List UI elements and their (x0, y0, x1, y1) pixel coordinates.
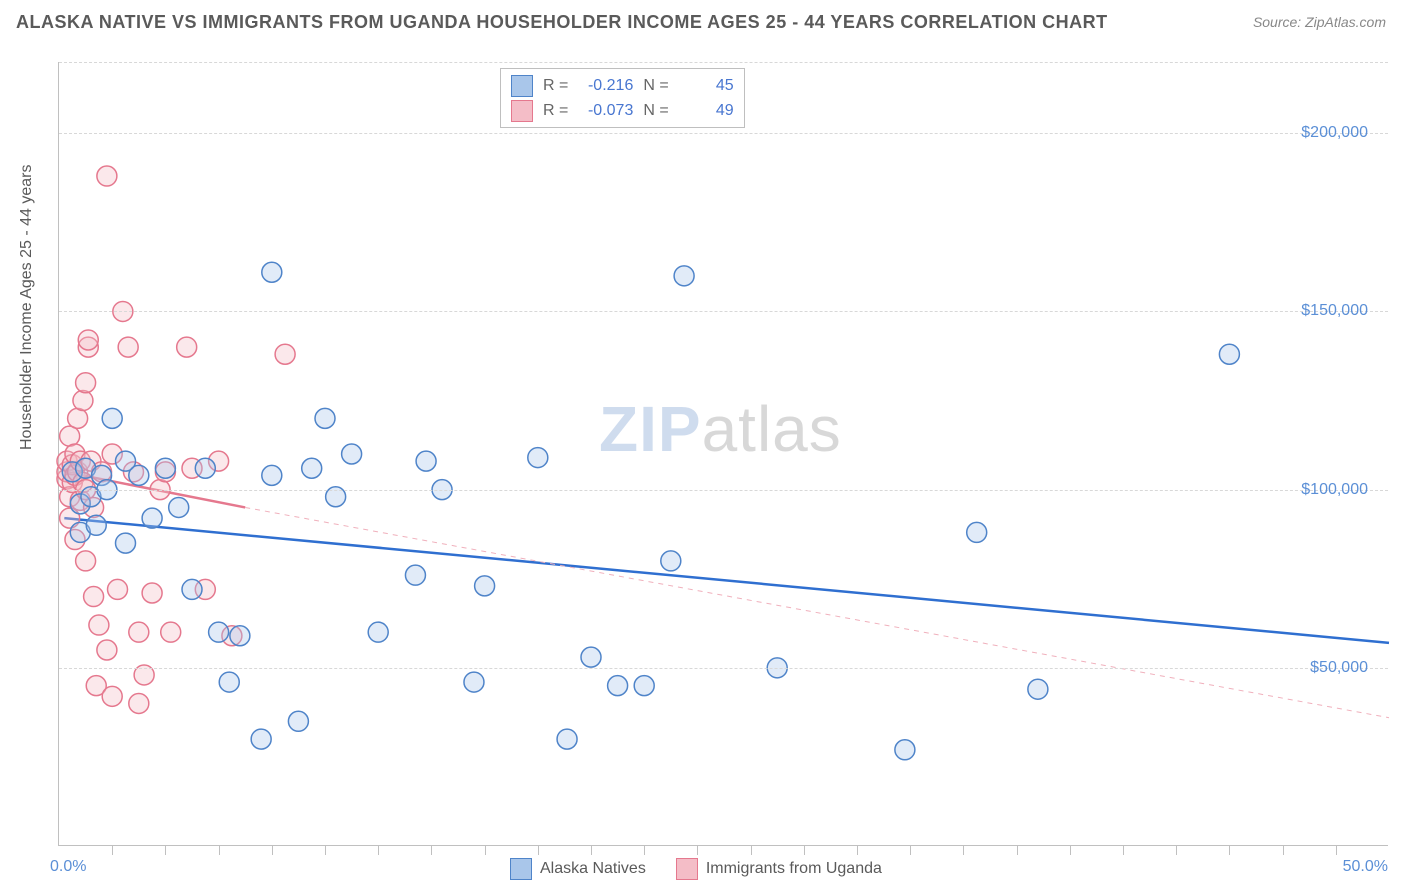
data-point (251, 729, 271, 749)
data-point (182, 579, 202, 599)
x-tick-label: 50.0% (1343, 858, 1388, 876)
data-point (195, 458, 215, 478)
data-point (1028, 679, 1048, 699)
data-point (129, 693, 149, 713)
data-point (464, 672, 484, 692)
data-point (275, 344, 295, 364)
legend-r-value: -0.216 (578, 77, 633, 95)
legend-swatch (510, 858, 532, 880)
data-point (557, 729, 577, 749)
data-point (155, 458, 175, 478)
data-point (230, 626, 250, 646)
data-point (76, 551, 96, 571)
data-point (1219, 344, 1239, 364)
data-point (219, 672, 239, 692)
data-point (60, 426, 80, 446)
data-point (967, 522, 987, 542)
legend-row: R = -0.073 N = 49 (511, 98, 734, 123)
legend-swatch (511, 75, 533, 97)
legend-r-label: R = (543, 102, 568, 120)
data-point (895, 740, 915, 760)
legend-n-label: N = (643, 102, 668, 120)
data-point (129, 622, 149, 642)
data-point (608, 676, 628, 696)
data-point (97, 640, 117, 660)
data-point (368, 622, 388, 642)
data-point (634, 676, 654, 696)
data-point (102, 686, 122, 706)
data-point (142, 583, 162, 603)
source-attribution: Source: ZipAtlas.com (1253, 14, 1386, 30)
legend-label: Immigrants from Uganda (706, 860, 882, 878)
data-point (528, 448, 548, 468)
y-tick-label: $150,000 (1301, 302, 1368, 320)
data-point (129, 465, 149, 485)
data-point (342, 444, 362, 464)
data-point (581, 647, 601, 667)
data-point (86, 515, 106, 535)
data-point (118, 337, 138, 357)
y-tick-label: $200,000 (1301, 124, 1368, 142)
legend-item: Alaska Natives (510, 858, 646, 880)
data-point (405, 565, 425, 585)
legend-label: Alaska Natives (540, 860, 646, 878)
y-axis-label: Householder Income Ages 25 - 44 years (18, 165, 36, 451)
legend-swatch (676, 858, 698, 880)
data-point (102, 408, 122, 428)
legend-n-label: N = (643, 77, 668, 95)
data-point (416, 451, 436, 471)
y-tick-label: $50,000 (1310, 659, 1368, 677)
y-tick-label: $100,000 (1301, 481, 1368, 499)
data-point (262, 465, 282, 485)
legend-n-value: 45 (679, 77, 734, 95)
x-tick-label: 0.0% (50, 858, 86, 876)
data-point (142, 508, 162, 528)
chart-title: ALASKA NATIVE VS IMMIGRANTS FROM UGANDA … (16, 12, 1108, 33)
data-point (209, 622, 229, 642)
legend-item: Immigrants from Uganda (676, 858, 882, 880)
data-point (169, 497, 189, 517)
data-point (302, 458, 322, 478)
data-point (262, 262, 282, 282)
data-point (89, 615, 109, 635)
legend-r-value: -0.073 (578, 102, 633, 120)
chart-svg (59, 62, 1388, 845)
data-point (68, 408, 88, 428)
data-point (315, 408, 335, 428)
legend-swatch (511, 100, 533, 122)
data-point (161, 622, 181, 642)
data-point (73, 391, 93, 411)
data-point (661, 551, 681, 571)
data-point (108, 579, 128, 599)
legend-n-value: 49 (679, 102, 734, 120)
data-point (674, 266, 694, 286)
legend-r-label: R = (543, 77, 568, 95)
legend-row: R = -0.216 N = 45 (511, 73, 734, 98)
legend-series: Alaska Natives Immigrants from Uganda (510, 858, 882, 880)
data-point (84, 587, 104, 607)
data-point (97, 166, 117, 186)
data-point (475, 576, 495, 596)
legend-correlation: R = -0.216 N = 45 R = -0.073 N = 49 (500, 68, 745, 128)
data-point (177, 337, 197, 357)
data-point (116, 533, 136, 553)
data-point (76, 373, 96, 393)
plot-area: ZIPatlas $50,000$100,000$150,000$200,000 (58, 62, 1388, 846)
data-point (288, 711, 308, 731)
data-point (78, 330, 98, 350)
